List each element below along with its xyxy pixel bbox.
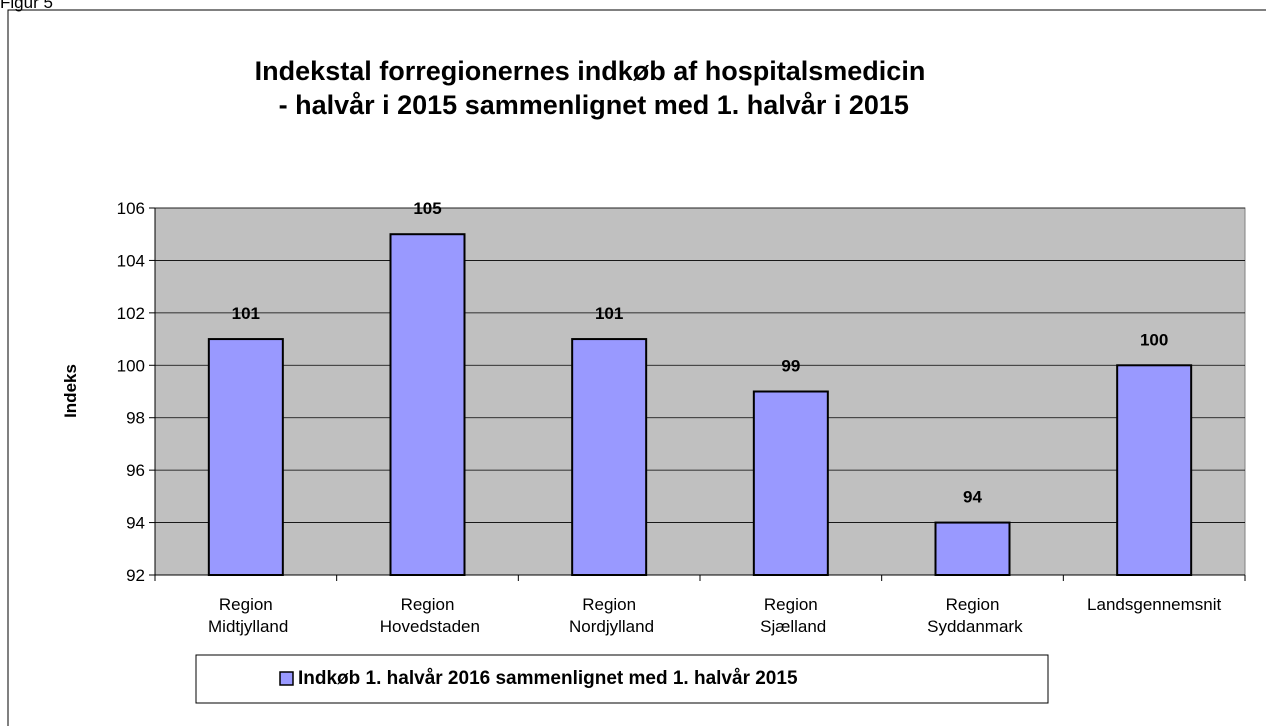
data-label: 99 — [781, 357, 800, 376]
x-tick-label: Landsgennemsnit — [1087, 595, 1221, 614]
y-tick-label: 100 — [117, 356, 145, 375]
y-tick-label: 98 — [126, 409, 145, 428]
plot-area — [154, 207, 1246, 576]
caption: Figur 5 — [0, 0, 53, 12]
x-tick-label: Region Syddanmark — [922, 595, 1023, 636]
x-tick-label: Region Hovedstaden — [375, 595, 480, 636]
data-label: 101 — [595, 304, 623, 323]
bar — [934, 521, 1011, 576]
legend-box — [195, 654, 1049, 704]
data-label: 105 — [413, 199, 441, 218]
bar — [571, 338, 648, 577]
x-tick-label: Region Midtjylland — [203, 595, 288, 636]
legend-label: Indkøb 1. halvår 2016 sammenlignet med 1… — [298, 668, 798, 689]
y-tick-label: 102 — [117, 304, 145, 323]
data-label: 100 — [1140, 330, 1168, 349]
data-label: 94 — [963, 488, 982, 507]
y-tick-label: 104 — [117, 251, 145, 270]
x-tick-label: Region Sjælland — [755, 595, 826, 636]
y-tick-label: 92 — [126, 566, 145, 585]
y-axis-label: Indeks — [61, 364, 80, 418]
bar — [752, 390, 829, 576]
legend-swatch — [279, 671, 294, 686]
bar — [1116, 364, 1193, 576]
data-label: 101 — [232, 304, 260, 323]
chart-title: Indekstal forregionernes indkøb af hospi… — [255, 56, 926, 120]
x-tick-label: Region Nordjylland — [564, 595, 654, 636]
bar — [207, 338, 284, 577]
bar — [389, 233, 466, 576]
y-tick-label: 106 — [117, 199, 145, 218]
y-tick-label: 96 — [126, 461, 145, 480]
y-tick-label: 94 — [126, 514, 145, 533]
